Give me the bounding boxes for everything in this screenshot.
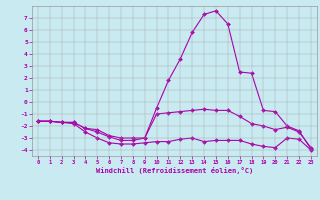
- X-axis label: Windchill (Refroidissement éolien,°C): Windchill (Refroidissement éolien,°C): [96, 167, 253, 174]
